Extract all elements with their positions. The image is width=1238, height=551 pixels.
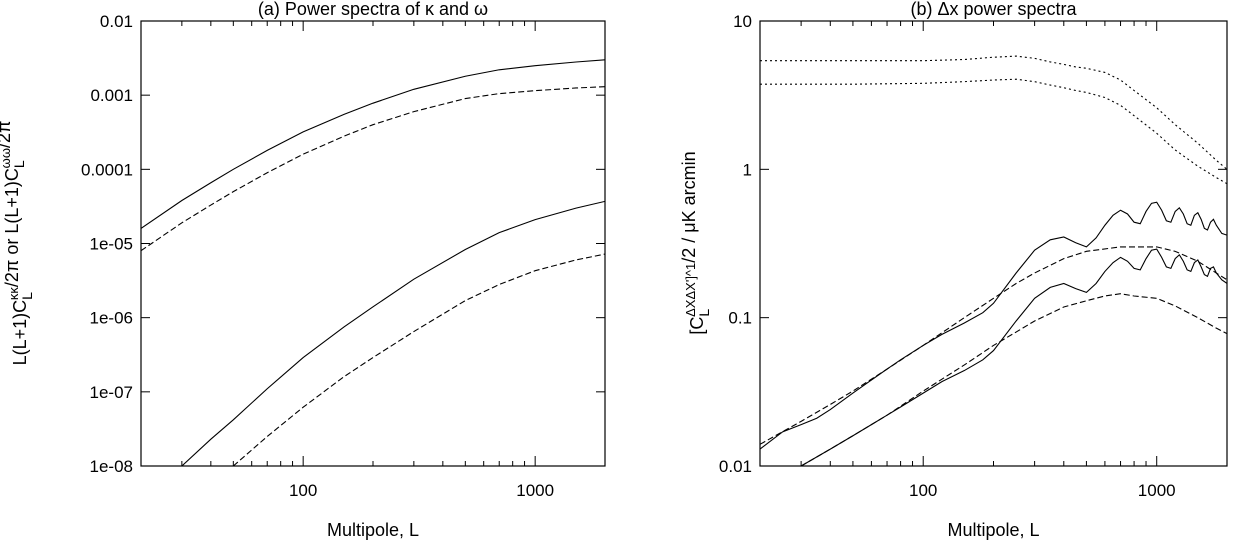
x-tick-label: 1000 [1138,481,1176,500]
panel-title: (a) Power spectra of κ and ω [258,0,488,19]
y-tick-label: 1e-07 [90,383,133,402]
y-tick-label: 0.1 [728,309,752,328]
series-line-4-dashed [760,246,1227,445]
y-tick-label: 0.001 [90,86,133,105]
series-line-1-dotted [760,55,1227,170]
series-line-3-solid [181,200,605,466]
y-tick-label: 10 [733,12,752,31]
series-line-2-dashed [141,86,605,252]
plot-frame [759,20,1228,467]
series-line-5-solid [800,248,1227,466]
series-line-6-dashed [800,293,1227,466]
y-axis-label: [CLΔXΔX']^1/2 / μK arcmin [679,151,712,334]
x-tick-label: 100 [289,481,317,500]
y-axis-label: L(L+1)CLκκ/2π or L(L+1)CLωω/2π [0,121,35,366]
x-axis-label: Multipole, L [947,520,1039,540]
x-axis-label: Multipole, L [327,520,419,540]
panel-title: (b) Δx power spectra [910,0,1077,19]
y-tick-label: 1 [743,160,752,179]
x-tick-label: 1000 [516,481,554,500]
panel-a: 1e-08 1e-07 1e-06 1e-05 0.0001 0.001 0.01 100 10… [0,0,606,540]
series-line-1-solid [141,59,605,229]
y-tick-label: 0.01 [719,457,752,476]
y-tick-label: 0.0001 [81,160,133,179]
x-tick-label: 100 [909,481,937,500]
y-tick-label: 1e-08 [90,457,133,476]
series-line-4-dashed [232,253,605,466]
y-tick-label: 1e-05 [90,235,133,254]
series-line-2-dotted [760,78,1227,185]
series-line-3-solid [760,201,1227,450]
y-tick-label: 1e-06 [90,309,133,328]
panel-b: 0.01 0.1 1 10 100 1000 (b) Δx power spectra Mul… [679,0,1228,540]
y-tick-label: 0.01 [100,12,133,31]
plot-frame [140,20,606,467]
